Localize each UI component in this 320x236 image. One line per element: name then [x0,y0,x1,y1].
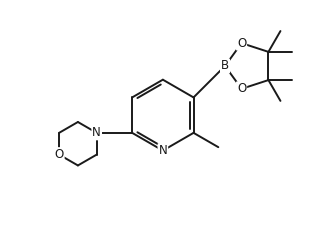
Text: O: O [54,148,64,161]
Text: N: N [92,126,101,139]
Text: N: N [158,144,167,157]
Text: O: O [237,37,246,50]
Text: O: O [237,82,246,95]
Text: B: B [221,59,229,72]
